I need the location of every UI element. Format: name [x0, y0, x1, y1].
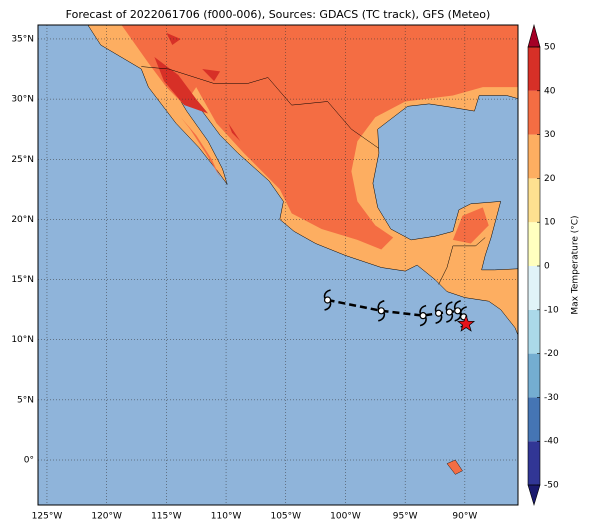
y-tick-label: 10°N [11, 335, 34, 345]
colorbar-segment [528, 134, 540, 179]
y-tick-label: 15°N [11, 275, 34, 285]
y-tick-label: 35°N [11, 34, 34, 44]
colorbar-tick-label: -30 [544, 393, 559, 403]
cyclone-eye [434, 309, 443, 317]
colorbar-segment [528, 47, 540, 91]
colorbar-segment [528, 441, 540, 485]
land-hot [154, 57, 209, 114]
x-tick-label: 100°W [330, 512, 361, 522]
cyclone-eye [377, 307, 385, 315]
land [87, 25, 518, 475]
colorbar-tick-label: -20 [544, 349, 559, 359]
storm-track [323, 289, 476, 332]
colorbar-tick-label: -10 [544, 305, 559, 315]
title: Forecast of 2022061706 (f000-006), Sourc… [66, 8, 491, 21]
x-tick-label: 125°W [32, 512, 63, 522]
colorbar-segment [528, 309, 540, 354]
colorbar-over [527, 23, 541, 48]
land-hot [202, 69, 221, 82]
grid [38, 25, 518, 505]
cyclone-eye [454, 307, 462, 315]
x-tick-label: 105°W [270, 512, 301, 522]
y-tick-label: 20°N [11, 215, 34, 225]
colorbar-tick-label: -50 [544, 481, 559, 491]
x-tick-label: 120°W [91, 512, 122, 522]
colorbar-tick-label: -40 [544, 437, 559, 447]
island [446, 459, 463, 475]
y-tick-label: 30°N [11, 95, 34, 105]
colorbar-segment [528, 397, 540, 442]
y-tick-label: 5°N [17, 395, 34, 405]
colorbar-segment [528, 222, 540, 266]
x-tick-label: 115°W [151, 512, 182, 522]
y-tick-label: 25°N [11, 155, 34, 165]
colorbar-label: Max Temperature (°C) [571, 215, 581, 314]
land-warm [121, 25, 518, 250]
colorbar-tick-label: 30 [544, 130, 556, 140]
land-hot [228, 123, 241, 142]
colorbar-under [527, 484, 541, 507]
axes: 125°W 120°W 115°W 110°W 105°W 100°W 95°W 90°W 0°… [11, 34, 477, 521]
cyclone-eye [445, 308, 453, 316]
colorbar-tick-label: 50 [544, 43, 556, 53]
colorbar-tick-label: 40 [544, 86, 556, 96]
map-frame [37, 24, 519, 506]
border [438, 237, 486, 285]
colorbar-segment [528, 353, 540, 398]
x-tick-label: 110°W [211, 512, 242, 522]
current-position [457, 314, 476, 332]
colorbar-segment [528, 178, 540, 223]
cyclone-eye [323, 296, 332, 304]
colorbar-segment [528, 266, 540, 310]
land-warm [452, 207, 489, 244]
colorbar-tick-label: 20 [544, 174, 556, 184]
y-tick-label: 0° [24, 456, 34, 466]
colorbar-segment [528, 90, 540, 135]
colorbar: 50 40 30 20 10 0 -10 -20 -30 -40 -50 [527, 23, 559, 507]
cyclone-eye [419, 312, 427, 320]
x-tick-label: 95°W [393, 512, 418, 522]
x-tick-label: 90°W [452, 512, 477, 522]
border [141, 66, 380, 149]
colorbar-tick-label: 10 [544, 218, 556, 228]
colorbar-tick-label: 0 [544, 262, 550, 272]
